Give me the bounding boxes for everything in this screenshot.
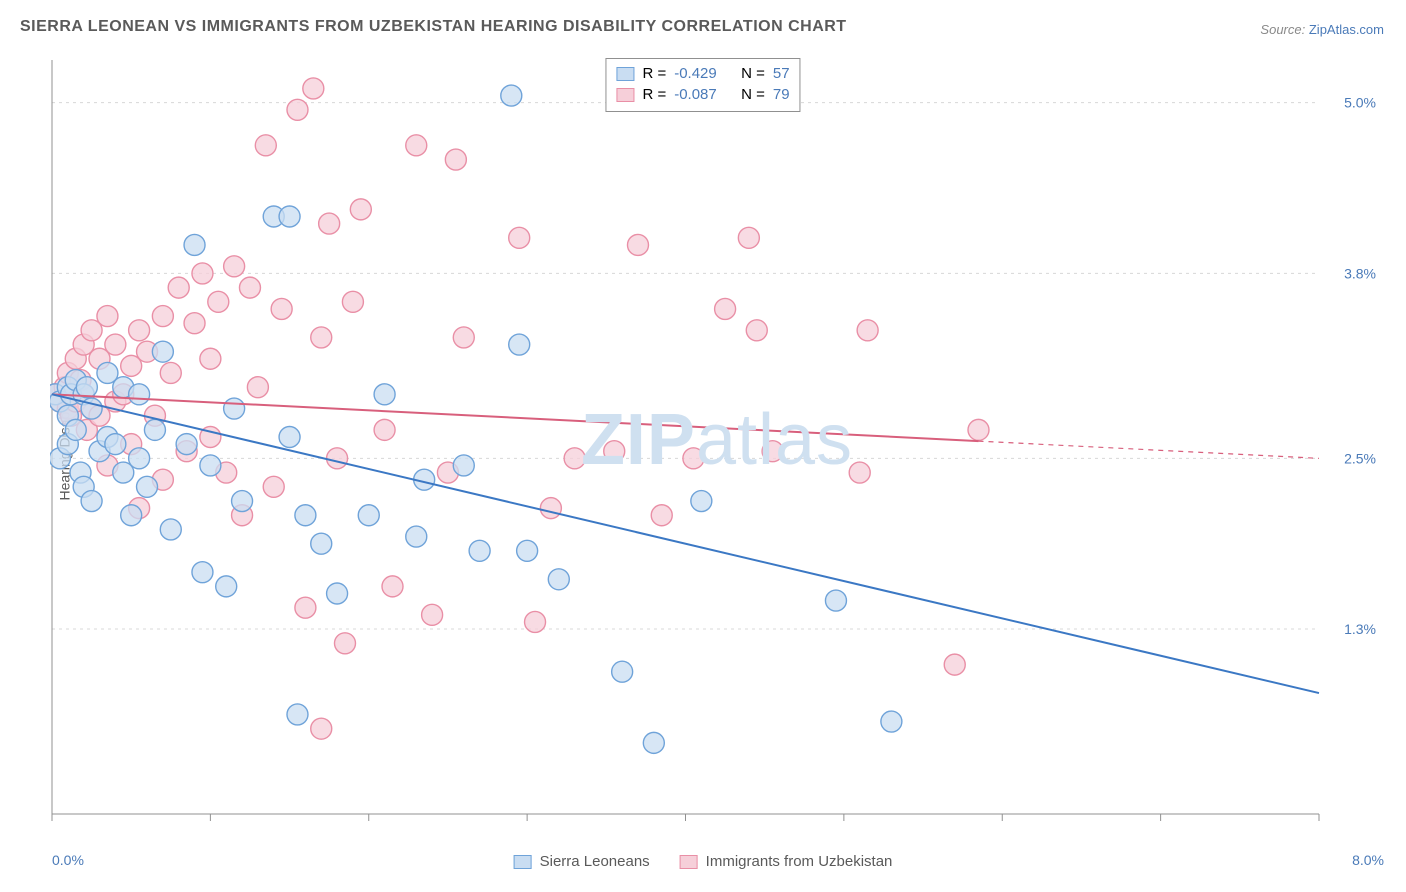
svg-text:2.5%: 2.5%	[1344, 450, 1376, 466]
legend-swatch	[680, 855, 698, 869]
r-label: R =	[642, 84, 666, 105]
series-legend: Sierra Leoneans Immigrants from Uzbekist…	[514, 853, 893, 870]
legend-swatch	[616, 88, 634, 102]
plot-area: ZIPatlas 1.3%2.5%3.8%5.0%	[50, 55, 1384, 832]
chart-title: SIERRA LEONEAN VS IMMIGRANTS FROM UZBEKI…	[20, 18, 847, 36]
series-name: Sierra Leoneans	[540, 853, 650, 870]
legend-row: R = -0.087 N = 79	[616, 84, 789, 105]
series-legend-item: Sierra Leoneans	[514, 853, 650, 870]
scatter-plot-svg: 1.3% 2.5% 3.8% 5.0%	[50, 55, 1384, 832]
correlation-legend: R = -0.429 N = 57 R = -0.087 N = 79	[605, 58, 800, 112]
source-site: ZipAtlas.com	[1309, 22, 1384, 37]
n-value: 79	[773, 84, 790, 105]
source-label: Source:	[1260, 22, 1305, 37]
n-value: 57	[773, 63, 790, 84]
legend-row: R = -0.429 N = 57	[616, 63, 789, 84]
series-name: Immigrants from Uzbekistan	[706, 853, 893, 870]
svg-text:1.3%: 1.3%	[1344, 621, 1376, 637]
svg-text:5.0%: 5.0%	[1344, 95, 1376, 111]
n-label: N =	[741, 63, 765, 84]
source-attribution: Source: ZipAtlas.com	[1260, 22, 1384, 37]
n-label: N =	[741, 84, 765, 105]
legend-swatch	[616, 67, 634, 81]
r-value: -0.429	[674, 63, 717, 84]
legend-swatch	[514, 855, 532, 869]
r-value: -0.087	[674, 84, 717, 105]
x-axis-max-label: 8.0%	[1352, 852, 1384, 868]
svg-text:3.8%: 3.8%	[1344, 265, 1376, 281]
series-legend-item: Immigrants from Uzbekistan	[680, 853, 893, 870]
r-label: R =	[642, 63, 666, 84]
x-axis-min-label: 0.0%	[52, 852, 84, 868]
